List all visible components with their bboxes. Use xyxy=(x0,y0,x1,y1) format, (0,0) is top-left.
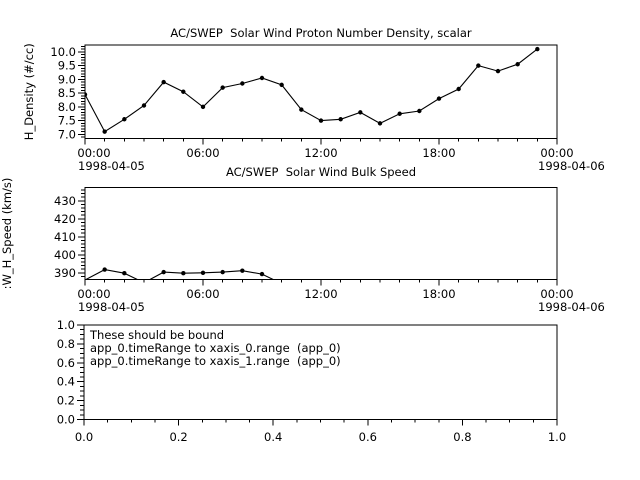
x-tick-label: 00:00 xyxy=(77,146,110,160)
date-label-left: 1998-04-05 xyxy=(78,159,145,173)
series-H_Density xyxy=(85,46,540,134)
x-tick-label: 0.6 xyxy=(359,430,377,444)
plot-frame xyxy=(84,187,558,280)
data-point-marker xyxy=(476,63,481,68)
data-point-marker xyxy=(495,68,501,74)
series-line xyxy=(85,48,538,133)
x-tick-label: 12:00 xyxy=(304,146,337,160)
x-tick-label: 0.4 xyxy=(264,430,282,444)
data-point-marker xyxy=(318,118,324,123)
y-tick-label: 9.0 xyxy=(58,72,76,86)
data-point-marker xyxy=(102,267,107,272)
data-point-marker xyxy=(397,111,402,116)
y-tick-label: 8.5 xyxy=(58,86,76,100)
date-label-right: 1998-04-06 xyxy=(538,159,605,173)
data-point-marker xyxy=(85,92,88,97)
data-point-marker xyxy=(181,89,186,94)
data-point-marker xyxy=(259,271,265,277)
data-point-marker xyxy=(279,82,284,88)
y-tick-label: 420 xyxy=(54,212,76,226)
y-tick-label: 9.5 xyxy=(58,59,76,73)
y-tick-label: 7.0 xyxy=(58,127,76,141)
y-tick-label: 10.0 xyxy=(50,45,76,59)
data-point-marker xyxy=(299,107,304,112)
y-tick-label: 8.0 xyxy=(58,100,76,114)
data-point-marker xyxy=(200,104,206,110)
annotation-line: app_0.timeRange to xaxis_0.range (app_0) xyxy=(90,341,341,355)
data-point-marker xyxy=(515,62,520,67)
data-point-marker xyxy=(436,96,442,101)
panel-title: AC/SWEP Solar Wind Bulk Speed xyxy=(226,165,416,179)
panel-empty: 0.0 0.2 0.4 0.6 0.8 1.0 0.0 0.2 0.4 0.6 0.8 1.0 Thes… xyxy=(57,318,566,444)
panel-title: AC/SWEP Solar Wind Proton Number Density… xyxy=(170,26,471,40)
data-point-marker xyxy=(181,270,186,276)
data-point-marker xyxy=(377,121,383,126)
x-tick-label: 18:00 xyxy=(422,146,455,160)
x-tick-label: 12:00 xyxy=(304,287,337,301)
y-tick-label: 400 xyxy=(54,248,76,262)
y-tick-label: 430 xyxy=(54,194,76,208)
annotation-line: These should be bound xyxy=(89,328,224,342)
data-point-marker xyxy=(338,117,343,122)
data-point-marker xyxy=(161,269,166,275)
y-tick-label: 0.2 xyxy=(57,394,75,408)
date-label-right: 1998-04-06 xyxy=(538,300,605,314)
x-tick-label: 06:00 xyxy=(186,146,219,160)
data-point-marker xyxy=(161,79,166,85)
x-tick-label: 00:00 xyxy=(540,287,573,301)
data-point-marker xyxy=(417,108,422,114)
data-point-marker xyxy=(220,85,225,90)
x-tick-label: 0.0 xyxy=(75,430,93,444)
x-tick-label: 00:00 xyxy=(540,146,573,160)
data-point-marker xyxy=(358,110,363,115)
data-point-marker xyxy=(200,270,206,276)
axis-ticks xyxy=(78,45,558,145)
x-tick-label: 1.0 xyxy=(548,430,566,444)
data-point-marker xyxy=(535,46,540,52)
data-point-marker xyxy=(240,81,245,86)
y-tick-label: 0.0 xyxy=(57,413,75,427)
data-point-marker xyxy=(141,103,147,108)
x-tick-label: 0.8 xyxy=(453,430,471,444)
y-tick-label: 0.4 xyxy=(57,375,75,389)
panel-speed: 390 400 410 420 430 00:00 06:00 12:00 18:00 00:00… xyxy=(0,165,605,314)
data-point-marker xyxy=(220,269,225,275)
data-point-marker xyxy=(122,270,127,276)
axis-ticks xyxy=(78,189,558,286)
date-label-left: 1998-04-05 xyxy=(78,300,145,314)
y-tick-label: 410 xyxy=(54,230,76,244)
panel-density: 7.07.58.08.59.09.510.0 00:00 06:00 12:00 18:… xyxy=(22,26,605,173)
data-point-marker xyxy=(240,268,245,273)
x-tick-label: 18:00 xyxy=(422,287,455,301)
data-point-marker xyxy=(456,86,461,92)
y-tick-label: 390 xyxy=(54,266,76,280)
y-tick-label: 1.0 xyxy=(57,318,75,332)
data-point-marker xyxy=(259,75,265,81)
x-tick-label: 0.2 xyxy=(169,430,187,444)
data-point-marker xyxy=(102,129,107,134)
x-tick-label: 00:00 xyxy=(77,287,110,301)
y-tick-label: 0.6 xyxy=(57,356,75,370)
y-axis-label: :W_H_Speed (km/s) xyxy=(0,178,14,290)
x-tick-label: 06:00 xyxy=(186,287,219,301)
data-point-marker xyxy=(122,117,127,122)
axis-ticks xyxy=(77,324,558,426)
series-W_H_Speed xyxy=(85,267,275,280)
y-tick-label: 7.5 xyxy=(58,114,76,128)
annotation-line: app_0.timeRange to xaxis_1.range (app_0) xyxy=(90,354,341,368)
y-tick-label: 0.8 xyxy=(57,337,75,351)
y-axis-label: H_Density (#/cc) xyxy=(22,43,36,140)
